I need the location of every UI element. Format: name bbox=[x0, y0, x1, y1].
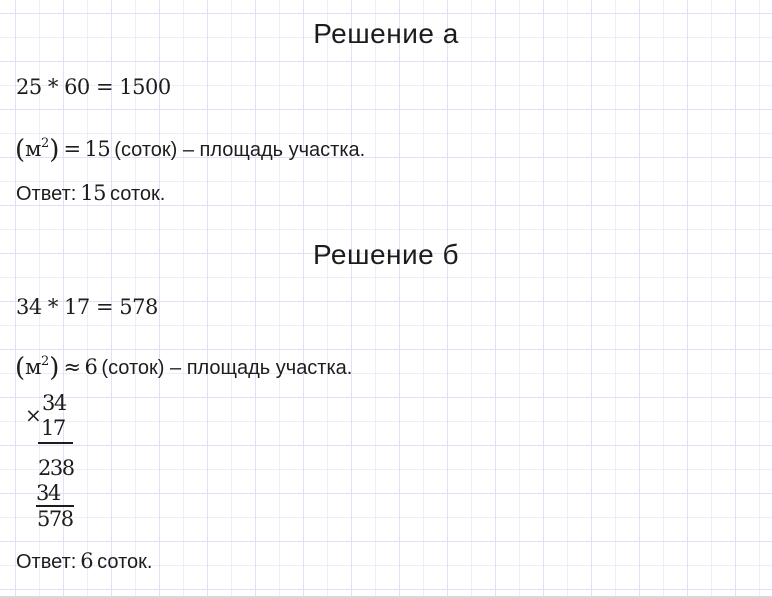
multiplier-underline bbox=[38, 442, 73, 444]
close-paren: ) bbox=[49, 353, 60, 383]
close-paren: ) bbox=[49, 135, 60, 165]
solution-a-unit-line: (м2) = 15 (соток) – площадь участка. bbox=[15, 133, 365, 169]
solution-a-heading: Решение а bbox=[313, 18, 459, 49]
answer-label: Ответ: bbox=[16, 551, 77, 573]
relation-symbol: ≈ bbox=[63, 355, 81, 379]
solution-a-equation: 25 * 60 = 1500 bbox=[16, 75, 171, 99]
answer-value: 15 bbox=[80, 181, 107, 205]
unit-line-tail: (соток) – площадь участка. bbox=[114, 139, 366, 161]
unit-line-tail: (соток) – площадь участка. bbox=[101, 357, 353, 379]
solution-b-heading: Решение б bbox=[312, 239, 460, 270]
answer-label: Ответ: bbox=[16, 183, 77, 205]
solution-b-answer: Ответ: 6 соток. bbox=[16, 547, 152, 578]
open-paren: ( bbox=[15, 135, 26, 165]
unit-symbol: м bbox=[25, 137, 41, 161]
unit-line-value: 15 bbox=[84, 137, 111, 161]
unit-superscript: 2 bbox=[41, 136, 50, 151]
solution-a-answer: Ответ: 15 соток. bbox=[16, 179, 165, 210]
multiplicand: 34 bbox=[42, 391, 67, 415]
answer-unit: соток. bbox=[97, 551, 153, 573]
partial-product-1: 238 bbox=[38, 456, 75, 480]
answer-unit: соток. bbox=[110, 183, 166, 205]
partial-product-2: 34 bbox=[36, 481, 61, 505]
solution-b-equation: 34 * 17 = 578 bbox=[16, 295, 158, 319]
solution-b-unit-line: (м2) ≈ 6 (соток) – площадь участка. bbox=[15, 351, 352, 387]
multiplier: 17 bbox=[41, 416, 66, 440]
long-multiplication: × 34 17 238 34 578 bbox=[25, 391, 95, 536]
open-paren: ( bbox=[15, 353, 26, 383]
product: 578 bbox=[37, 507, 74, 531]
page-bottom-edge bbox=[0, 596, 772, 598]
answer-value: 6 bbox=[80, 549, 94, 573]
unit-superscript: 2 bbox=[41, 354, 50, 369]
times-icon: × bbox=[25, 403, 42, 427]
sum-line bbox=[36, 505, 74, 507]
unit-line-value: 6 bbox=[84, 355, 98, 379]
unit-symbol: м bbox=[25, 355, 41, 379]
relation-symbol: = bbox=[63, 137, 81, 161]
